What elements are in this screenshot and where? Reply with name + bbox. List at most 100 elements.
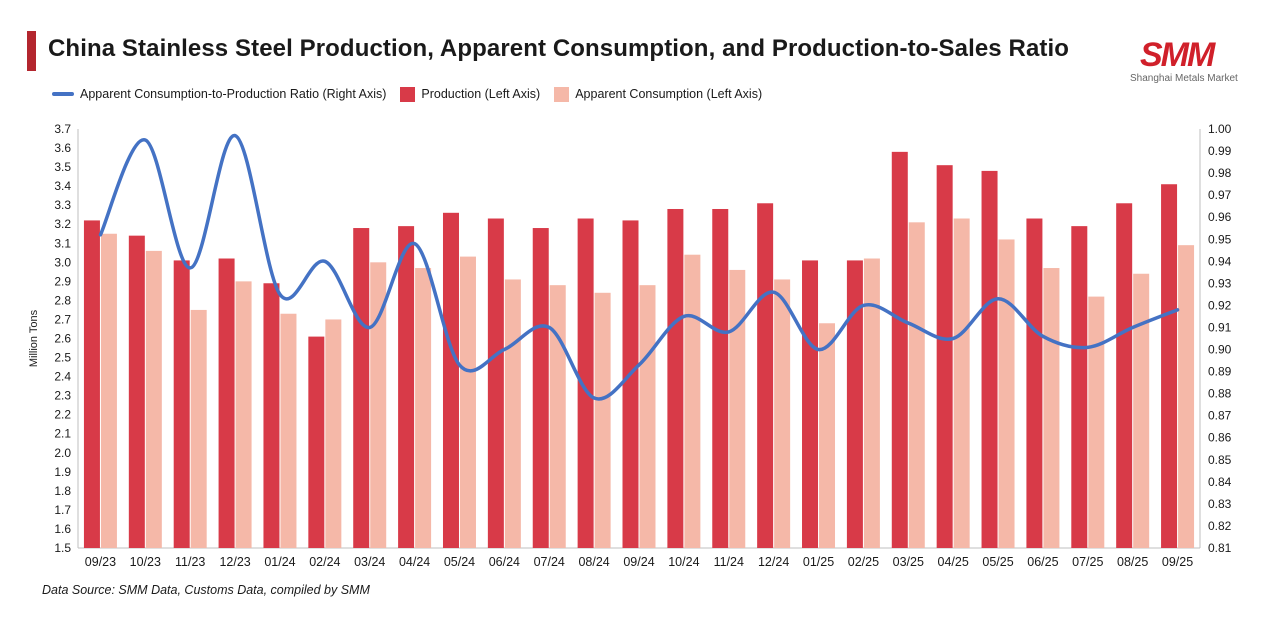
y-right-tick-label: 0.86 xyxy=(1208,431,1232,445)
x-tick-label: 03/24 xyxy=(354,555,385,569)
production-bar xyxy=(802,260,819,548)
y-right-tick-label: 0.99 xyxy=(1208,144,1232,158)
consumption-bar xyxy=(998,239,1015,549)
title-accent-bar xyxy=(27,31,36,71)
y-left-tick-label: 1.6 xyxy=(54,522,71,536)
production-bar xyxy=(487,218,504,548)
y-left-tick-label: 2.7 xyxy=(54,312,71,326)
x-tick-label: 09/24 xyxy=(623,555,654,569)
y-left-tick-label: 2.4 xyxy=(54,370,71,384)
consumption-bar xyxy=(639,285,656,548)
consumption-bar xyxy=(280,313,297,548)
production-bar xyxy=(263,283,280,548)
legend-production-label: Production (Left Axis) xyxy=(421,87,541,101)
logo-text: SMM xyxy=(1140,36,1215,74)
x-tick-label: 11/24 xyxy=(714,555,744,569)
x-tick-label: 08/25 xyxy=(1117,555,1148,569)
y-right-tick-label: 0.95 xyxy=(1208,232,1232,246)
consumption-bar xyxy=(594,292,611,548)
y-axis-title: Million Tons xyxy=(28,309,40,367)
legend-ratio-label: Apparent Consumption-to-Production Ratio… xyxy=(80,87,387,101)
consumption-bar xyxy=(684,254,701,548)
y-right-tick-label: 0.87 xyxy=(1208,409,1232,423)
y-left-tick-label: 3.0 xyxy=(54,255,71,269)
legend-item-consumption: Apparent Consumption (Left Axis) xyxy=(554,86,763,102)
y-right-tick-label: 0.82 xyxy=(1208,519,1232,533)
x-tick-label: 01/24 xyxy=(264,555,295,569)
consumption-bar xyxy=(145,250,162,548)
x-tick-label: 12/23 xyxy=(219,555,250,569)
consumption-bar xyxy=(1043,268,1060,548)
y-left-tick-label: 3.1 xyxy=(54,236,71,250)
y-right-tick-label: 0.84 xyxy=(1208,475,1232,489)
consumption-bar xyxy=(190,309,207,548)
consumption-bar xyxy=(1133,273,1150,548)
ratio-line-series xyxy=(98,133,1180,401)
consumption-bar xyxy=(370,262,387,548)
y-left-tick-label: 3.7 xyxy=(54,122,71,136)
y-left-tick-label: 1.9 xyxy=(54,465,71,479)
production-bar xyxy=(891,151,908,548)
y-left-tick-label: 1.8 xyxy=(54,484,71,498)
x-tick-label: 03/25 xyxy=(893,555,924,569)
consumption-bar xyxy=(953,218,970,548)
x-tick-label: 06/25 xyxy=(1027,555,1058,569)
legend-item-production: Production (Left Axis) xyxy=(400,86,541,102)
x-tick-label: 07/25 xyxy=(1072,555,1103,569)
x-tick-label: 02/24 xyxy=(309,555,340,569)
x-tick-label: 04/25 xyxy=(938,555,969,569)
x-tick-label: 05/25 xyxy=(982,555,1013,569)
production-bar xyxy=(936,165,953,548)
production-bar xyxy=(622,220,639,548)
y-left-tick-label: 3.5 xyxy=(54,160,71,174)
y-left-tick-label: 2.1 xyxy=(54,427,71,441)
x-tick-label: 08/24 xyxy=(578,555,609,569)
y-right-tick-label: 0.88 xyxy=(1208,387,1232,401)
production-bar xyxy=(218,258,235,548)
y-right-tick-label: 0.96 xyxy=(1208,210,1232,224)
production-bar xyxy=(398,226,415,548)
consumption-bar xyxy=(235,281,252,548)
production-bar xyxy=(83,220,100,548)
x-tick-label: 04/24 xyxy=(399,555,430,569)
y-right-tick-label: 0.89 xyxy=(1208,365,1232,379)
production-bar xyxy=(667,208,684,548)
y-left-tick-label: 2.8 xyxy=(54,293,71,307)
production-bar xyxy=(1161,184,1178,548)
consumption-bar xyxy=(819,323,836,548)
production-bar xyxy=(308,336,325,548)
x-tick-label: 11/23 xyxy=(175,555,205,569)
y-left-tick-label: 2.3 xyxy=(54,389,71,403)
production-bar xyxy=(981,170,998,548)
production-bar xyxy=(1026,218,1043,548)
x-tick-label: 09/25 xyxy=(1162,555,1193,569)
x-tick-label: 10/24 xyxy=(668,555,699,569)
chart-title: China Stainless Steel Production, Appare… xyxy=(48,35,1070,62)
y-left-tick-label: 3.4 xyxy=(54,179,71,193)
y-right-tick-label: 0.92 xyxy=(1208,298,1232,312)
y-left-tick-label: 3.2 xyxy=(54,217,71,231)
y-left-tick-label: 2.6 xyxy=(54,332,71,346)
consumption-bar xyxy=(1088,296,1105,548)
production-bar xyxy=(442,212,459,549)
y-right-tick-label: 0.91 xyxy=(1208,320,1232,334)
consumption-bar xyxy=(549,285,566,548)
consumption-bar xyxy=(100,233,117,548)
legend-ratio-swatch xyxy=(52,92,74,96)
x-tick-label: 01/25 xyxy=(803,555,834,569)
production-bar xyxy=(1071,226,1088,548)
y-right-tick-label: 0.94 xyxy=(1208,254,1232,268)
y-right-tick-label: 0.98 xyxy=(1208,166,1232,180)
production-bar xyxy=(532,228,549,548)
consumption-bar xyxy=(774,279,791,548)
y-right-tick-label: 0.90 xyxy=(1208,343,1232,357)
logo-subtitle: Shanghai Metals Market xyxy=(1130,73,1238,84)
smm-logo: SMM Shanghai Metals Market xyxy=(1130,36,1238,88)
x-tick-label: 12/24 xyxy=(758,555,789,569)
y-right-tick-label: 0.97 xyxy=(1208,188,1232,202)
production-bar xyxy=(846,260,863,548)
legend-consumption-label: Apparent Consumption (Left Axis) xyxy=(575,87,763,101)
y-left-tick-label: 2.5 xyxy=(54,351,71,365)
consumption-bar xyxy=(415,268,432,548)
